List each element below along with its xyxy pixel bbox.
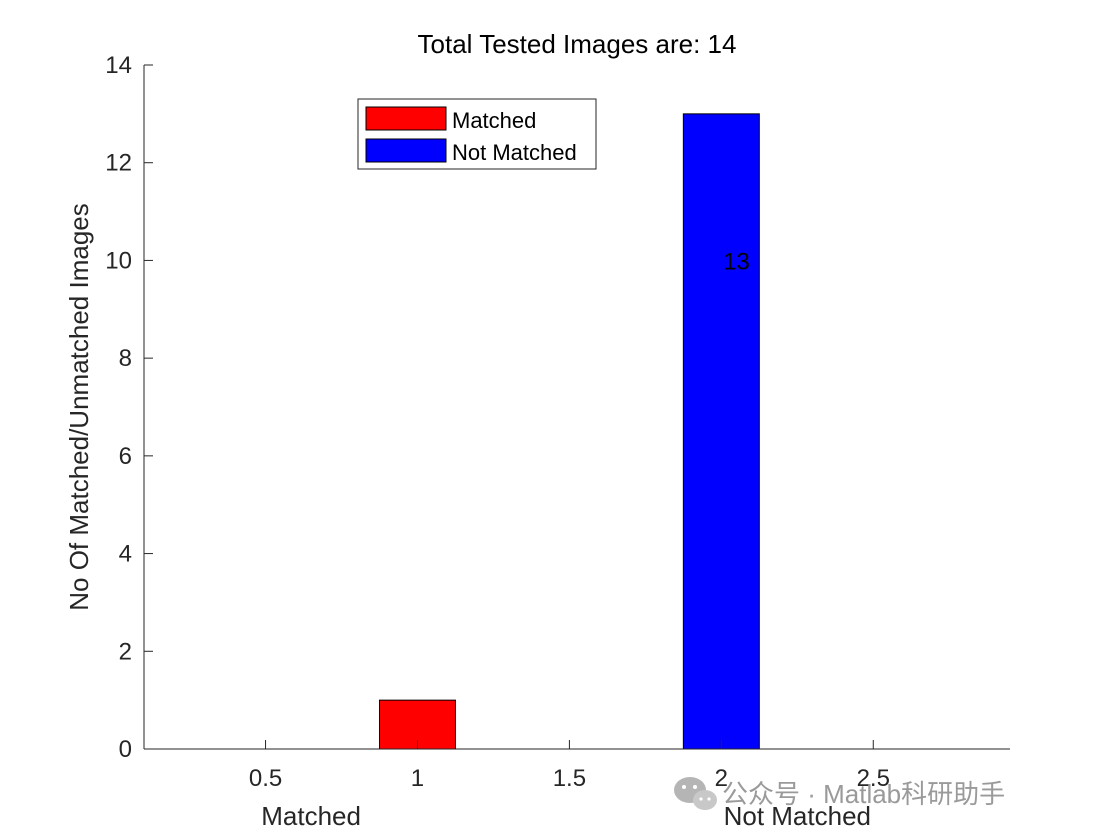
x-axis: 0.5 1 1.5 2 2.5 [144, 740, 1010, 792]
chart-title: Total Tested Images are: 14 [418, 29, 737, 59]
data-labels: 13 [723, 248, 750, 275]
legend-label-not-matched: Not Matched [452, 140, 577, 165]
legend-label-matched: Matched [452, 108, 536, 133]
legend-swatch-not-matched [365, 138, 447, 163]
x-tick-label: 1 [411, 765, 424, 792]
y-tick-label: 0 [119, 736, 132, 763]
legend: Matched Not Matched [357, 98, 597, 170]
x-tick-label: 2 [715, 765, 728, 792]
y-tick-label: 14 [105, 52, 132, 79]
x-tick-label: 2.5 [857, 765, 890, 792]
x-category-label-2: Not Matched [724, 801, 871, 831]
y-tick-label: 4 [119, 541, 132, 568]
y-tick-label: 8 [119, 345, 132, 372]
y-axis: 0 2 4 6 8 10 12 14 [105, 52, 153, 763]
data-label: 13 [723, 248, 750, 275]
y-tick-label: 2 [119, 638, 132, 665]
x-tick-label: 1.5 [553, 765, 586, 792]
legend-swatch-matched [365, 106, 447, 131]
x-category-labels: Matched Not Matched [261, 801, 871, 831]
y-tick-label: 10 [105, 247, 132, 274]
watermark-text: 公众号 · Matlab科研助手 [722, 779, 1005, 809]
watermark: 公众号 · Matlab科研助手 [674, 777, 1005, 810]
wechat-icon [674, 777, 717, 810]
bar-2 [682, 113, 760, 750]
x-category-label-1: Matched [261, 801, 361, 831]
x-tick-label: 0.5 [249, 765, 282, 792]
y-tick-label: 6 [119, 443, 132, 470]
y-tick-label: 12 [105, 150, 132, 177]
y-axis-label: No Of Matched/Unmatched Images [64, 203, 94, 611]
bar-series [378, 113, 760, 750]
